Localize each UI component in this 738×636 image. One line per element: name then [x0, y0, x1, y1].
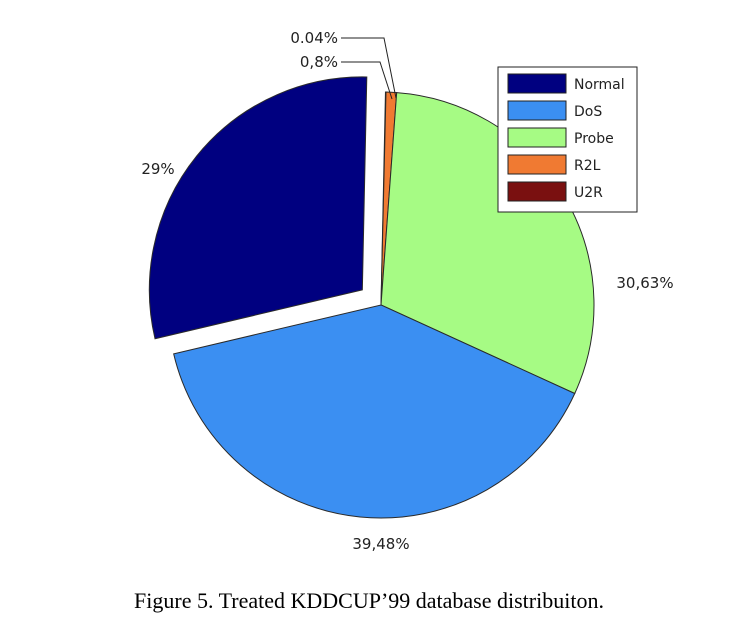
legend: Normal DoS Probe R2L U2R [497, 66, 638, 213]
legend-label-dos: DoS [574, 104, 602, 120]
data-label-u2r: 0.04% [290, 29, 338, 47]
leader-line-r2l [341, 61, 393, 100]
pie-slice-dos [173, 304, 576, 519]
legend-swatch-normal [507, 73, 567, 94]
data-label-r2l: 0,8% [300, 53, 338, 71]
data-label-normal: 29% [141, 160, 174, 178]
legend-swatch-probe [507, 127, 567, 148]
legend-label-normal: Normal [574, 77, 625, 93]
legend-label-u2r: U2R [574, 185, 603, 201]
leader-lines [341, 37, 397, 100]
pie-chart: 29% 39,48% 30,63% 0,8% 0.04% Normal DoS Probe R… [141, 29, 673, 553]
leader-line-u2r [341, 37, 397, 99]
legend-swatch-r2l [507, 154, 567, 175]
legend-label-r2l: R2L [574, 158, 601, 174]
data-labels: 29% 39,48% 30,63% 0,8% 0.04% [141, 29, 673, 553]
figure-caption: Figure 5. Treated KDDCUP’99 database dis… [134, 588, 604, 613]
legend-swatch-dos [507, 100, 567, 121]
legend-label-probe: Probe [574, 131, 614, 147]
data-label-dos: 39,48% [352, 535, 409, 553]
pie-slice-normal [148, 76, 368, 340]
legend-swatch-u2r [507, 181, 567, 202]
data-label-probe: 30,63% [616, 274, 673, 292]
